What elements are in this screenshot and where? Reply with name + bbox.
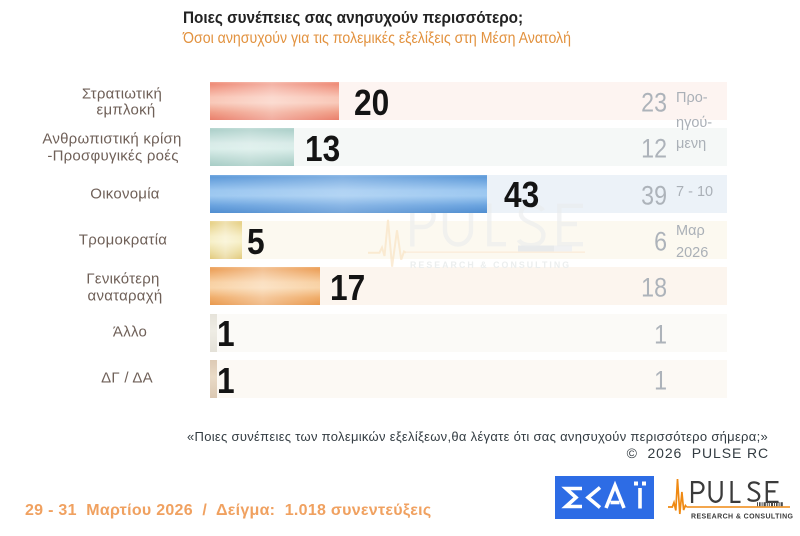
svg-text:RESEARCH & CONSULTING: RESEARCH & CONSULTING: [691, 514, 794, 521]
svg-text:RESEARCH & CONSULTING: RESEARCH & CONSULTING: [410, 260, 571, 270]
